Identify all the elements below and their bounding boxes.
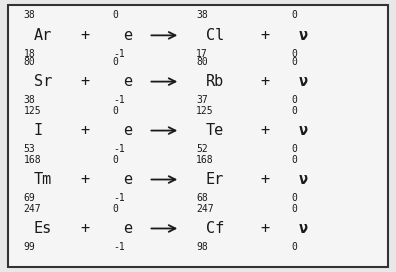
Text: -1: -1: [113, 144, 125, 154]
Text: e: e: [123, 28, 132, 43]
Text: +: +: [80, 74, 90, 89]
Text: 80: 80: [24, 57, 36, 67]
Text: +: +: [80, 172, 90, 187]
Text: Er: Er: [206, 172, 224, 187]
Text: 53: 53: [24, 144, 36, 154]
Text: 0: 0: [291, 57, 297, 67]
Text: ν: ν: [299, 123, 308, 138]
Text: +: +: [261, 172, 270, 187]
Text: +: +: [261, 74, 270, 89]
Text: Cl: Cl: [206, 28, 224, 43]
Text: 0: 0: [291, 106, 297, 116]
Text: Rb: Rb: [206, 74, 224, 89]
Text: 0: 0: [291, 95, 297, 105]
Text: ν: ν: [299, 172, 308, 187]
Text: 0: 0: [291, 144, 297, 154]
Text: 52: 52: [196, 144, 208, 154]
Text: 68: 68: [196, 193, 208, 203]
Text: 0: 0: [113, 10, 119, 20]
Text: 69: 69: [24, 193, 36, 203]
Text: ν: ν: [299, 221, 308, 236]
Text: 247: 247: [196, 203, 214, 214]
Text: ν: ν: [299, 74, 308, 89]
Text: 0: 0: [113, 57, 119, 67]
Text: +: +: [80, 123, 90, 138]
Text: +: +: [80, 28, 90, 43]
Text: +: +: [261, 221, 270, 236]
Text: 98: 98: [196, 242, 208, 252]
Text: 0: 0: [291, 10, 297, 20]
Text: 80: 80: [196, 57, 208, 67]
Text: 38: 38: [24, 95, 36, 105]
Text: 38: 38: [196, 10, 208, 20]
Text: 18: 18: [24, 49, 36, 59]
Text: 0: 0: [291, 242, 297, 252]
Text: e: e: [123, 74, 132, 89]
Text: 37: 37: [196, 95, 208, 105]
Text: -1: -1: [113, 242, 125, 252]
Text: -1: -1: [113, 49, 125, 59]
Text: 125: 125: [196, 106, 214, 116]
Text: e: e: [123, 172, 132, 187]
Text: Es: Es: [34, 221, 52, 236]
Text: Ar: Ar: [34, 28, 52, 43]
Text: 0: 0: [291, 203, 297, 214]
Text: +: +: [80, 221, 90, 236]
Text: ν: ν: [299, 28, 308, 43]
Text: 0: 0: [291, 154, 297, 165]
Text: 247: 247: [24, 203, 42, 214]
Text: -1: -1: [113, 193, 125, 203]
Text: Te: Te: [206, 123, 224, 138]
Text: 168: 168: [24, 154, 42, 165]
Text: +: +: [261, 28, 270, 43]
Text: +: +: [261, 123, 270, 138]
Text: e: e: [123, 123, 132, 138]
Text: -1: -1: [113, 95, 125, 105]
Text: e: e: [123, 221, 132, 236]
FancyBboxPatch shape: [8, 5, 388, 267]
Text: 0: 0: [291, 193, 297, 203]
Text: Tm: Tm: [34, 172, 52, 187]
Text: 125: 125: [24, 106, 42, 116]
Text: I: I: [34, 123, 43, 138]
Text: 99: 99: [24, 242, 36, 252]
Text: 0: 0: [291, 49, 297, 59]
Text: 38: 38: [24, 10, 36, 20]
Text: 0: 0: [113, 154, 119, 165]
Text: Cf: Cf: [206, 221, 224, 236]
Text: 0: 0: [113, 106, 119, 116]
Text: 168: 168: [196, 154, 214, 165]
Text: Sr: Sr: [34, 74, 52, 89]
Text: 17: 17: [196, 49, 208, 59]
Text: 0: 0: [113, 203, 119, 214]
